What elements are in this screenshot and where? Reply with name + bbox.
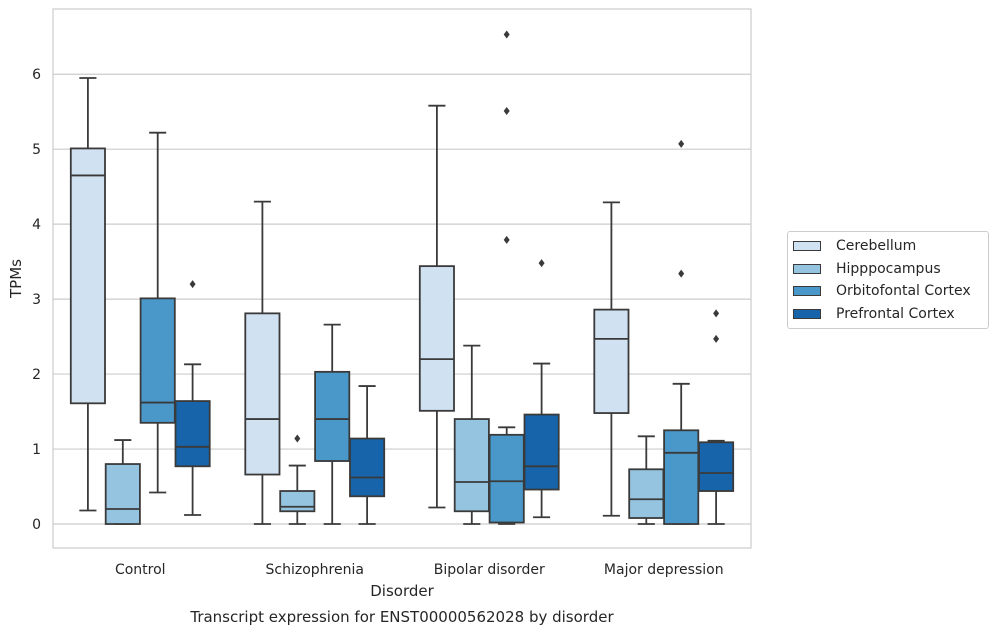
legend-swatch xyxy=(793,308,821,319)
box-iqr xyxy=(349,437,386,498)
legend-label: Cerebellum xyxy=(836,238,917,255)
box-orbitofontal-cortex-0 xyxy=(139,131,176,494)
box-cerebellum-3 xyxy=(593,201,630,517)
legend: Cerebellum Hipppocampus Orbitofontal Corte… xyxy=(787,231,989,329)
outlier-point xyxy=(713,309,720,318)
box-prefrontal-cortex-1 xyxy=(349,385,386,525)
box-hipppocampus-2 xyxy=(453,344,490,525)
box-orbitofontal-cortex-2 xyxy=(488,30,525,525)
box-iqr xyxy=(593,308,630,414)
y-tick-label: 0 xyxy=(32,517,41,533)
outlier-point xyxy=(503,30,510,39)
box-iqr xyxy=(174,400,211,468)
series-cerebellum xyxy=(69,77,630,525)
box-iqr xyxy=(523,413,560,491)
y-tick-label: 6 xyxy=(32,67,41,83)
box-iqr xyxy=(314,370,351,462)
box-iqr xyxy=(244,312,281,476)
legend-label: Hipppocampus xyxy=(836,260,941,277)
series-prefrontal-cortex xyxy=(174,259,735,525)
box-iqr xyxy=(104,463,141,525)
x-tick-label: Schizophrenia xyxy=(266,562,364,578)
box-orbitofontal-cortex-1 xyxy=(314,323,351,525)
box-plot-series xyxy=(69,30,735,525)
box-cerebellum-1 xyxy=(244,200,281,525)
legend-item: Orbitofontal Cortex xyxy=(788,280,988,303)
box-hipppocampus-0 xyxy=(104,439,141,525)
box-iqr xyxy=(279,490,316,513)
legend-label: Prefrontal Cortex xyxy=(836,305,955,322)
chart-title: Transcript expression for ENST0000056202… xyxy=(189,608,614,626)
box-cerebellum-2 xyxy=(418,104,455,509)
y-tick-label: 4 xyxy=(32,217,41,233)
box-iqr xyxy=(418,265,455,412)
legend-swatch xyxy=(793,241,821,252)
box-iqr xyxy=(453,418,490,513)
box-iqr xyxy=(488,433,525,524)
box-prefrontal-cortex-0 xyxy=(174,280,211,516)
y-tick-label: 1 xyxy=(32,442,41,458)
box-iqr xyxy=(139,297,176,424)
outlier-point xyxy=(503,106,510,115)
x-axis-label: Disorder xyxy=(370,582,434,600)
legend-swatch xyxy=(793,263,821,274)
y-tick-label: 2 xyxy=(32,367,41,383)
box-prefrontal-cortex-3 xyxy=(698,309,735,525)
series-hipppocampus xyxy=(104,344,665,525)
y-axis-label: TPMs xyxy=(7,259,25,299)
outlier-point xyxy=(713,334,720,343)
legend-swatch xyxy=(793,286,821,297)
box-orbitofontal-cortex-3 xyxy=(663,139,700,525)
box-iqr xyxy=(628,468,665,519)
y-tick-label: 5 xyxy=(32,142,41,158)
box-iqr xyxy=(69,147,106,405)
box-iqr xyxy=(663,429,700,525)
outlier-point xyxy=(189,280,196,289)
y-tick-label: 3 xyxy=(32,292,41,308)
box-cerebellum-0 xyxy=(69,77,106,512)
outlier-point xyxy=(538,259,545,268)
outlier-point xyxy=(678,139,685,148)
x-tick-label: Major depression xyxy=(604,562,724,578)
box-prefrontal-cortex-2 xyxy=(523,259,560,519)
outlier-point xyxy=(678,269,685,278)
plot-frame xyxy=(52,8,752,549)
legend-label: Orbitofontal Cortex xyxy=(836,283,971,300)
legend-item: Prefrontal Cortex xyxy=(788,303,988,326)
x-axis-ticks: Control Schizophrenia Bipolar disorder Majo… xyxy=(115,562,724,578)
x-tick-label: Bipolar disorder xyxy=(434,562,545,578)
y-axis-ticks: 0 1 2 3 4 5 6 xyxy=(32,67,41,533)
outlier-point xyxy=(503,235,510,244)
outlier-point xyxy=(294,434,301,443)
x-tick-label: Control xyxy=(115,562,166,578)
legend-item: Hipppocampus xyxy=(788,258,988,281)
box-iqr xyxy=(698,441,735,492)
series-orbitofontal-cortex xyxy=(139,30,700,525)
box-hipppocampus-1 xyxy=(279,434,316,525)
legend-item: Cerebellum xyxy=(788,235,988,258)
